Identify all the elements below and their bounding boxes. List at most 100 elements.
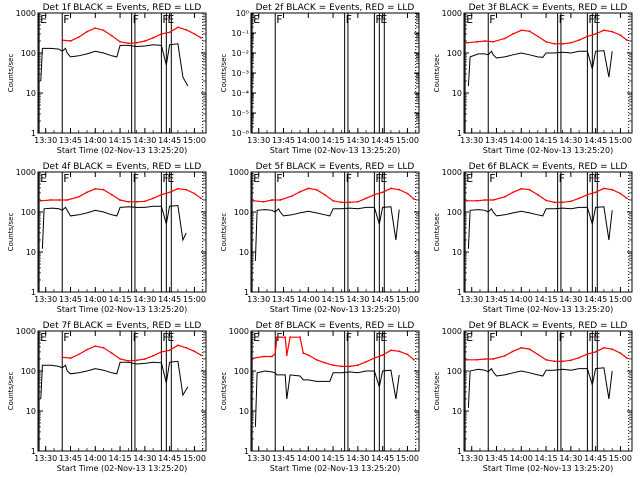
lld-point: [86, 191, 88, 194]
lld-point: [127, 359, 130, 362]
y-tick-label: 100: [234, 367, 249, 376]
x-tick-label: 13:45: [485, 295, 508, 304]
lld-point: [603, 187, 605, 190]
x-tick-label: 15:00: [609, 454, 632, 463]
lld-series-line: [466, 187, 628, 203]
lld-point: [619, 192, 622, 195]
events-series-line: [40, 360, 189, 400]
lld-point: [262, 355, 265, 358]
lld-point: [61, 39, 64, 41]
lld-point: [561, 42, 564, 45]
x-axis-title: Start Time (02-Nov-13 13:25:20): [57, 464, 187, 473]
lld-point: [545, 40, 547, 43]
plot-frame: [37, 12, 207, 134]
lld-point: [553, 201, 556, 204]
lld-point: [390, 187, 392, 190]
y-tick-label: 10⁻²: [231, 49, 249, 58]
plot-frame: [250, 171, 420, 293]
y-tick-label: 10: [452, 248, 462, 257]
x-tick-label: 14:30: [346, 295, 369, 304]
lld-point: [586, 35, 589, 38]
x-axis-title: Start Time (02-Nov-13 13:25:20): [270, 146, 400, 155]
x-tick-label: 14:15: [535, 295, 558, 304]
flag-label: F: [133, 172, 139, 185]
lld-point: [185, 346, 188, 349]
lld-point: [512, 33, 514, 35]
lld-point: [603, 29, 605, 32]
lld-point: [332, 364, 334, 367]
lld-point: [603, 346, 605, 349]
lld-point: [484, 40, 486, 42]
lld-point: [503, 37, 506, 40]
detector-panel-7: Det 7f BLACK = Events, RED = LLD 1 10 100 10…: [7, 321, 207, 473]
y-tick-label: 10: [26, 407, 36, 416]
y-axis-title: Counts/sec: [220, 54, 228, 93]
lld-point: [561, 201, 564, 204]
lld-point: [285, 354, 288, 356]
lld-series-line: [40, 188, 202, 203]
detector-panel-6: Det 6f BLACK = Events, RED = LLD 1 10 100 10…: [433, 162, 633, 314]
lld-point: [536, 353, 539, 356]
lld-point: [348, 201, 351, 204]
x-tick-label: 14:30: [346, 136, 369, 145]
lld-point: [135, 41, 138, 44]
flag-label: E: [466, 13, 473, 26]
x-tick-label: 13:45: [59, 136, 82, 145]
lld-point: [611, 30, 614, 33]
x-tick-label: 13:45: [485, 136, 508, 145]
flag-label: F: [276, 172, 282, 185]
y-tick-label: 1000: [229, 168, 249, 177]
lld-point: [545, 199, 547, 202]
lld-point: [561, 360, 564, 363]
x-tick-label: 13:30: [460, 454, 483, 463]
flag-label: E: [253, 172, 260, 185]
y-axis-title: Counts/sec: [7, 54, 15, 93]
lld-point: [465, 41, 468, 44]
x-tick-label: 14:30: [346, 454, 369, 463]
lld-point: [135, 200, 138, 203]
lld-point: [94, 187, 97, 190]
lld-point: [553, 42, 556, 45]
lld-point: [381, 354, 384, 356]
plot-frame: [463, 171, 633, 293]
lld-point: [299, 336, 301, 339]
y-tick-label: 1: [244, 447, 249, 456]
lld-point: [586, 193, 589, 196]
y-tick-label: 10⁻¹: [231, 29, 249, 38]
y-tick-label: 100: [447, 367, 462, 376]
y-tick-label: 1: [31, 447, 36, 456]
lld-point: [61, 356, 64, 359]
lld-point: [252, 199, 255, 202]
lld-series-line: [62, 26, 202, 44]
flag-label: F: [588, 13, 594, 26]
lld-point: [160, 351, 163, 353]
x-tick-label: 14:45: [584, 136, 607, 145]
flag-label: F: [63, 331, 69, 344]
x-tick-label: 13:30: [247, 295, 270, 304]
lld-point: [492, 199, 495, 201]
flag-label: F: [489, 172, 495, 185]
x-tick-label: 14:00: [84, 295, 107, 304]
lld-point: [626, 357, 628, 359]
x-tick-label: 14:00: [297, 454, 320, 463]
x-tick-label: 15:00: [396, 295, 419, 304]
lld-point: [528, 30, 531, 33]
lld-point: [289, 336, 291, 339]
x-tick-label: 14:45: [371, 295, 394, 304]
lld-point: [611, 188, 614, 191]
lld-point: [200, 36, 202, 39]
lld-point: [160, 33, 163, 35]
flag-label: F: [133, 13, 139, 26]
lld-point: [185, 28, 188, 31]
lld-point: [373, 193, 376, 196]
x-tick-label: 14:00: [510, 295, 533, 304]
lld-point: [160, 193, 163, 196]
lld-point: [578, 39, 580, 41]
lld-point: [365, 360, 367, 363]
lld-point: [528, 348, 531, 351]
lld-point: [594, 33, 597, 35]
lld-series-line: [253, 187, 415, 203]
lld-point: [626, 39, 628, 41]
y-tick-label: 10⁰: [236, 9, 249, 18]
y-tick-label: 1000: [442, 168, 462, 177]
